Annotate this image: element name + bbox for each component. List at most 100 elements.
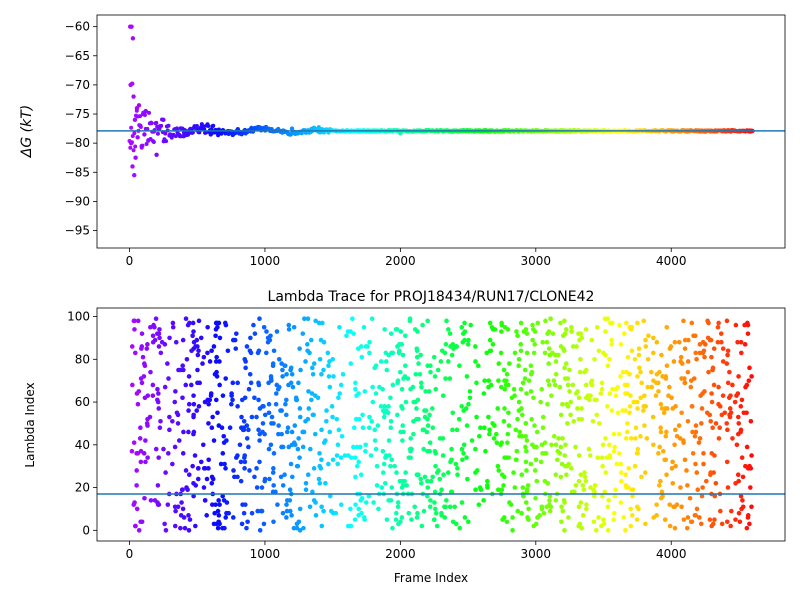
lambda-trace-point <box>734 442 740 448</box>
lambda-trace-point <box>178 525 183 531</box>
lambda-trace-point <box>252 395 257 401</box>
delta-g-y-axis-label: ΔG (kT) <box>19 105 35 158</box>
lambda-trace-point <box>186 472 192 478</box>
lambda-trace-point <box>336 427 342 433</box>
lambda-trace-point <box>239 414 244 420</box>
lambda-trace-point <box>233 346 239 351</box>
lambda-trace-point <box>518 348 524 354</box>
lambda-trace-point <box>482 425 487 431</box>
delta-g-point <box>206 124 211 129</box>
lambda-trace-point <box>681 517 687 522</box>
lambda-trace-point <box>630 493 635 499</box>
lambda-trace-point <box>326 363 331 369</box>
lambda-trace-point <box>482 378 487 383</box>
lambda-trace-point <box>286 444 292 450</box>
lambda-trace-point <box>145 342 150 347</box>
lambda-trace-point <box>345 329 351 334</box>
lambda-trace-point <box>661 410 667 416</box>
lambda-trace-point <box>421 508 427 514</box>
lambda-trace-point <box>209 502 215 507</box>
lambda-trace-point <box>326 461 331 467</box>
lambda-trace-point <box>654 513 659 518</box>
lambda-trace-point <box>549 442 554 448</box>
lambda-trace-point <box>317 463 323 469</box>
lambda-trace-point <box>736 478 741 484</box>
lambda-trace-point <box>134 506 140 512</box>
lambda-trace-point <box>663 406 668 411</box>
lambda-trace-point <box>523 433 528 439</box>
lambda-trace-point <box>553 472 559 478</box>
lambda-trace-point <box>582 470 587 475</box>
lambda-trace-point <box>252 474 257 480</box>
lambda-trace-point <box>583 382 589 388</box>
lambda-trace-point <box>439 487 444 492</box>
lambda-trace-point <box>681 318 686 324</box>
lambda-trace-point <box>409 517 414 522</box>
lambda-trace-point <box>428 478 434 484</box>
lambda-trace-point <box>397 478 403 484</box>
lambda-trace-point <box>420 427 426 433</box>
lambda-trace-point <box>634 517 640 522</box>
lambda-trace-point <box>514 448 520 454</box>
lambda-trace-point <box>639 474 644 480</box>
lambda-trace-point <box>180 363 185 369</box>
lambda-trace-point <box>495 487 501 492</box>
lambda-trace-point <box>560 436 565 441</box>
lambda-trace-point <box>280 510 286 516</box>
lambda-trace-point <box>715 324 721 330</box>
lambda-trace-point <box>279 431 284 437</box>
lambda-trace-point <box>456 416 462 422</box>
lambda-trace-point <box>599 455 605 460</box>
lambda-trace-point <box>134 391 140 396</box>
lambda-trace-point <box>257 406 263 411</box>
lambda-trace-point <box>730 436 735 441</box>
lambda-trace-point <box>262 476 268 482</box>
lambda-trace-point <box>565 463 570 469</box>
lambda-trace-point <box>738 493 744 499</box>
lambda-trace-point <box>559 461 565 467</box>
delta-g-point <box>131 94 136 99</box>
lambda-trace-point <box>591 493 597 499</box>
lambda-trace-point <box>708 418 713 424</box>
lambda-trace-point <box>278 474 284 480</box>
lambda-trace-point <box>531 523 536 529</box>
lambda-trace-point <box>428 369 433 375</box>
lambda-trace-point <box>254 414 259 420</box>
lambda-trace-point <box>429 406 435 411</box>
lambda-trace-point <box>612 444 617 450</box>
lambda-trace-point <box>748 418 754 424</box>
lambda-trace-point <box>516 357 522 362</box>
lambda-trace-point <box>262 431 267 437</box>
lambda-trace-point <box>570 344 576 349</box>
lambda-trace-point <box>388 425 394 431</box>
lambda-trace-point <box>474 414 479 420</box>
lambda-trace-point <box>642 423 647 428</box>
lambda-trace-point <box>300 444 306 450</box>
lambda-trace-point <box>713 480 719 486</box>
lambda-trace-point <box>396 521 401 527</box>
lambda-trace-point <box>592 357 597 362</box>
lambda-trace-point <box>634 451 640 456</box>
lambda-trace-point <box>431 354 437 360</box>
lambda-trace-point <box>645 384 651 390</box>
lambda-trace-point <box>441 472 446 478</box>
lambda-trace-point <box>591 519 597 525</box>
lambda-trace-point <box>148 324 153 330</box>
lambda-trace-point <box>628 506 634 512</box>
lambda-trace-point <box>220 493 225 499</box>
lambda-trace-point <box>243 502 248 507</box>
lambda-trace-point <box>380 386 385 392</box>
lambda-trace-point <box>630 487 636 492</box>
lambda-trace-point <box>506 455 511 460</box>
lambda-trace-point <box>403 363 408 369</box>
lambda-trace-point <box>548 316 553 321</box>
lambda-trace-point <box>390 382 396 388</box>
lambda-trace-point <box>457 363 462 369</box>
lambda-trace-point <box>129 448 135 454</box>
lambda-trace-point <box>612 493 618 499</box>
lambda-trace-point <box>190 333 195 339</box>
lambda-trace-point <box>694 506 700 512</box>
lambda-trace-point <box>176 367 181 373</box>
lambda-trace-point <box>133 523 138 529</box>
lambda-trace-point <box>354 463 360 469</box>
